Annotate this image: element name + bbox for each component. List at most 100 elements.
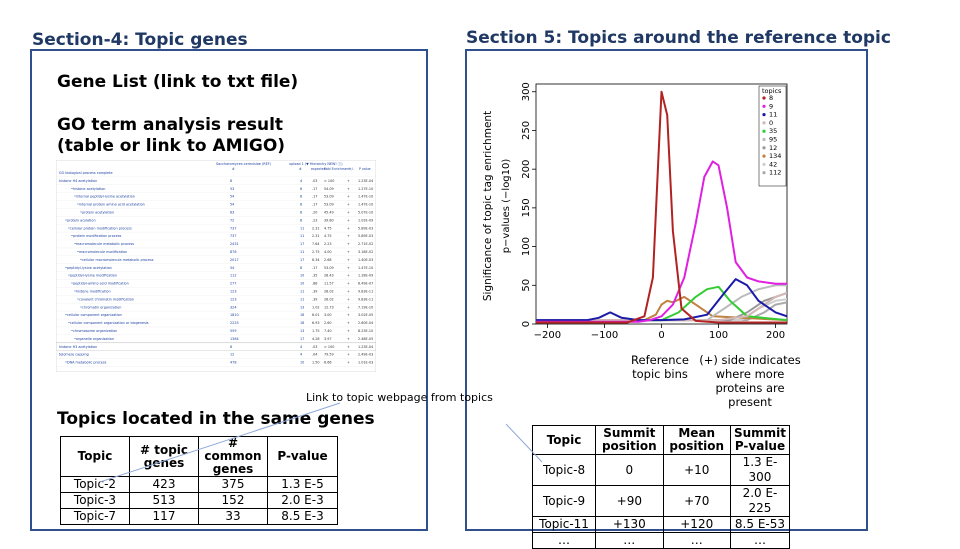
go-term-link[interactable]: •protein acylation xyxy=(65,218,96,222)
go-cell[interactable]: 11 xyxy=(300,234,304,238)
go-cell[interactable]: 54 xyxy=(230,203,234,207)
go-cell[interactable]: 277 xyxy=(230,282,236,286)
go-cell: 79.59 xyxy=(324,353,334,357)
go-cell[interactable]: 17 xyxy=(300,258,304,262)
go-cell[interactable]: 2017 xyxy=(230,258,239,262)
go-term-link[interactable]: •peptidyl-amino acid modification xyxy=(71,282,129,286)
go-cell: 3.97 xyxy=(324,337,332,341)
go-term-link[interactable]: •peptidyl-lysine modification xyxy=(68,274,117,278)
go-cell: 11.57 xyxy=(324,282,334,286)
go-cell: + xyxy=(347,234,350,238)
go-cell[interactable]: 112 xyxy=(230,274,236,278)
go-cell[interactable]: 53 xyxy=(230,187,234,191)
table-row[interactable]: Topic-8 0 +10 1.3 E-300 xyxy=(531,454,791,486)
go-cell[interactable]: 4 xyxy=(300,179,302,183)
go-cell: + xyxy=(347,361,350,365)
go-cell[interactable]: 12 xyxy=(230,353,234,357)
go-cell[interactable]: 737 xyxy=(230,226,236,230)
gene-list-link[interactable]: Gene List (link to txt file) xyxy=(57,72,299,92)
go-term-link[interactable]: histone H4 acetylation xyxy=(59,179,97,183)
go-cell[interactable]: 72 xyxy=(230,218,234,222)
go-term-link[interactable]: •macromolecule metabolic process xyxy=(74,242,134,246)
table-row[interactable]: Topic-7 117 33 8.5 E-3 xyxy=(60,508,338,525)
go-cell: 1.50 xyxy=(312,361,320,365)
go-cell[interactable]: 11 xyxy=(300,297,304,301)
go-term-link[interactable]: GO biological process complete xyxy=(59,171,113,175)
go-cell[interactable]: 11 xyxy=(300,290,304,294)
go-cell[interactable]: 54 xyxy=(230,195,234,199)
go-cell[interactable]: 8 xyxy=(230,179,232,183)
go-term-link[interactable]: •protein acetylation xyxy=(80,211,114,215)
go-cell[interactable]: 2431 xyxy=(230,242,239,246)
table-row[interactable]: Topic-3 513 152 2.0 E-3 xyxy=(60,492,338,509)
go-cell[interactable]: 10 xyxy=(300,274,304,278)
go-term-link[interactable]: telomere capping xyxy=(59,353,89,357)
go-term-link[interactable]: •protein modification process xyxy=(71,234,122,238)
go-cell: 1.47E-10 xyxy=(358,203,373,207)
go-term-link[interactable]: •chromosome organization xyxy=(71,329,117,333)
go-cell: + xyxy=(347,179,350,183)
annotation-reference-bins: Reference topic bins xyxy=(631,353,689,381)
table-header-row: Topic # topic genes # common genes P-val… xyxy=(60,436,338,477)
go-cell[interactable]: 11 xyxy=(300,226,304,230)
go-cell[interactable]: 2225 xyxy=(230,321,239,325)
go-cell[interactable]: 4 xyxy=(300,353,302,357)
go-analysis-heading-line2[interactable]: (table or link to AMIGO) xyxy=(57,136,286,156)
y-tick-label: 50 xyxy=(521,279,532,292)
go-term-link[interactable]: •internal protein amino acid acetylation xyxy=(77,203,145,207)
go-cell: 9.83E-11 xyxy=(358,290,373,294)
go-header-ref: Saccharomyces cerevisiae (REF) xyxy=(216,162,272,166)
go-cell: 4.75 xyxy=(324,234,332,238)
go-term-link[interactable]: •histone acetylation xyxy=(71,187,105,191)
go-cell[interactable]: 478 xyxy=(230,361,236,365)
go-term-link[interactable]: •cellular macromolecule metabolic proces… xyxy=(80,258,154,262)
go-cell[interactable]: 1810 xyxy=(230,313,239,317)
go-term-link[interactable]: •cellular component organization or biog… xyxy=(68,321,149,325)
go-cell[interactable]: 8 xyxy=(300,203,302,207)
go-term-link[interactable]: •organelle organization xyxy=(74,337,114,341)
go-cell: 4.75 xyxy=(324,226,332,230)
go-cell[interactable]: 10 xyxy=(300,282,304,286)
go-cell[interactable]: 18 xyxy=(300,313,304,317)
go-cell[interactable]: 559 xyxy=(230,329,236,333)
go-subheader: P value xyxy=(359,167,371,171)
go-cell[interactable]: 8 xyxy=(300,195,302,199)
go-cell[interactable]: 8 xyxy=(300,187,302,191)
go-term-link[interactable]: •internal peptidyl-lysine acetylation xyxy=(74,195,135,199)
go-cell[interactable]: 13 xyxy=(300,329,304,333)
go-term-link[interactable]: •chromatin organization xyxy=(80,305,121,309)
y-tick-label: 100 xyxy=(521,237,532,256)
go-cell[interactable]: 123 xyxy=(230,290,236,294)
go-cell[interactable]: 18 xyxy=(300,321,304,325)
go-cell[interactable]: 13 xyxy=(300,305,304,309)
go-cell[interactable]: 123 xyxy=(230,297,236,301)
go-cell[interactable]: 1364 xyxy=(230,337,239,341)
go-cell[interactable]: 876 xyxy=(230,250,236,254)
go-term-link[interactable]: •peptidyl-lysine acetylation xyxy=(65,266,112,270)
go-term-link[interactable]: histone H3 acetylation xyxy=(59,345,97,349)
go-term-link[interactable]: •DNA metabolic process xyxy=(65,361,107,365)
go-term-link[interactable]: •histone modification xyxy=(74,290,111,294)
go-term-link[interactable]: •macromolecule modification xyxy=(77,250,127,254)
go-cell[interactable]: 10 xyxy=(300,361,304,365)
go-cell[interactable]: 8 xyxy=(300,211,302,215)
go-cell[interactable]: 17 xyxy=(300,242,304,246)
col-header: Summit position xyxy=(595,425,664,455)
go-cell[interactable]: 63 xyxy=(230,211,234,215)
go-cell[interactable]: 11 xyxy=(300,250,304,254)
go-cell[interactable]: 54 xyxy=(230,266,234,270)
go-cell[interactable]: 8 xyxy=(300,218,302,222)
go-term-link[interactable]: •cellular protein modification process xyxy=(68,226,132,230)
go-cell: 2.60E-04 xyxy=(358,321,373,325)
legend-marker-12 xyxy=(762,146,766,150)
go-term-link[interactable]: •covalent chromatin modification xyxy=(77,297,134,301)
go-cell[interactable]: 8 xyxy=(230,345,232,349)
go-cell[interactable]: 737 xyxy=(230,234,236,238)
go-cell[interactable]: 324 xyxy=(230,305,236,309)
go-term-link[interactable]: •cellular component organization xyxy=(65,313,122,317)
legend-marker-9 xyxy=(762,104,766,108)
go-cell: + xyxy=(347,313,350,317)
go-cell[interactable]: 17 xyxy=(300,337,304,341)
go-cell[interactable]: 8 xyxy=(300,266,302,270)
go-cell[interactable]: 4 xyxy=(300,345,302,349)
